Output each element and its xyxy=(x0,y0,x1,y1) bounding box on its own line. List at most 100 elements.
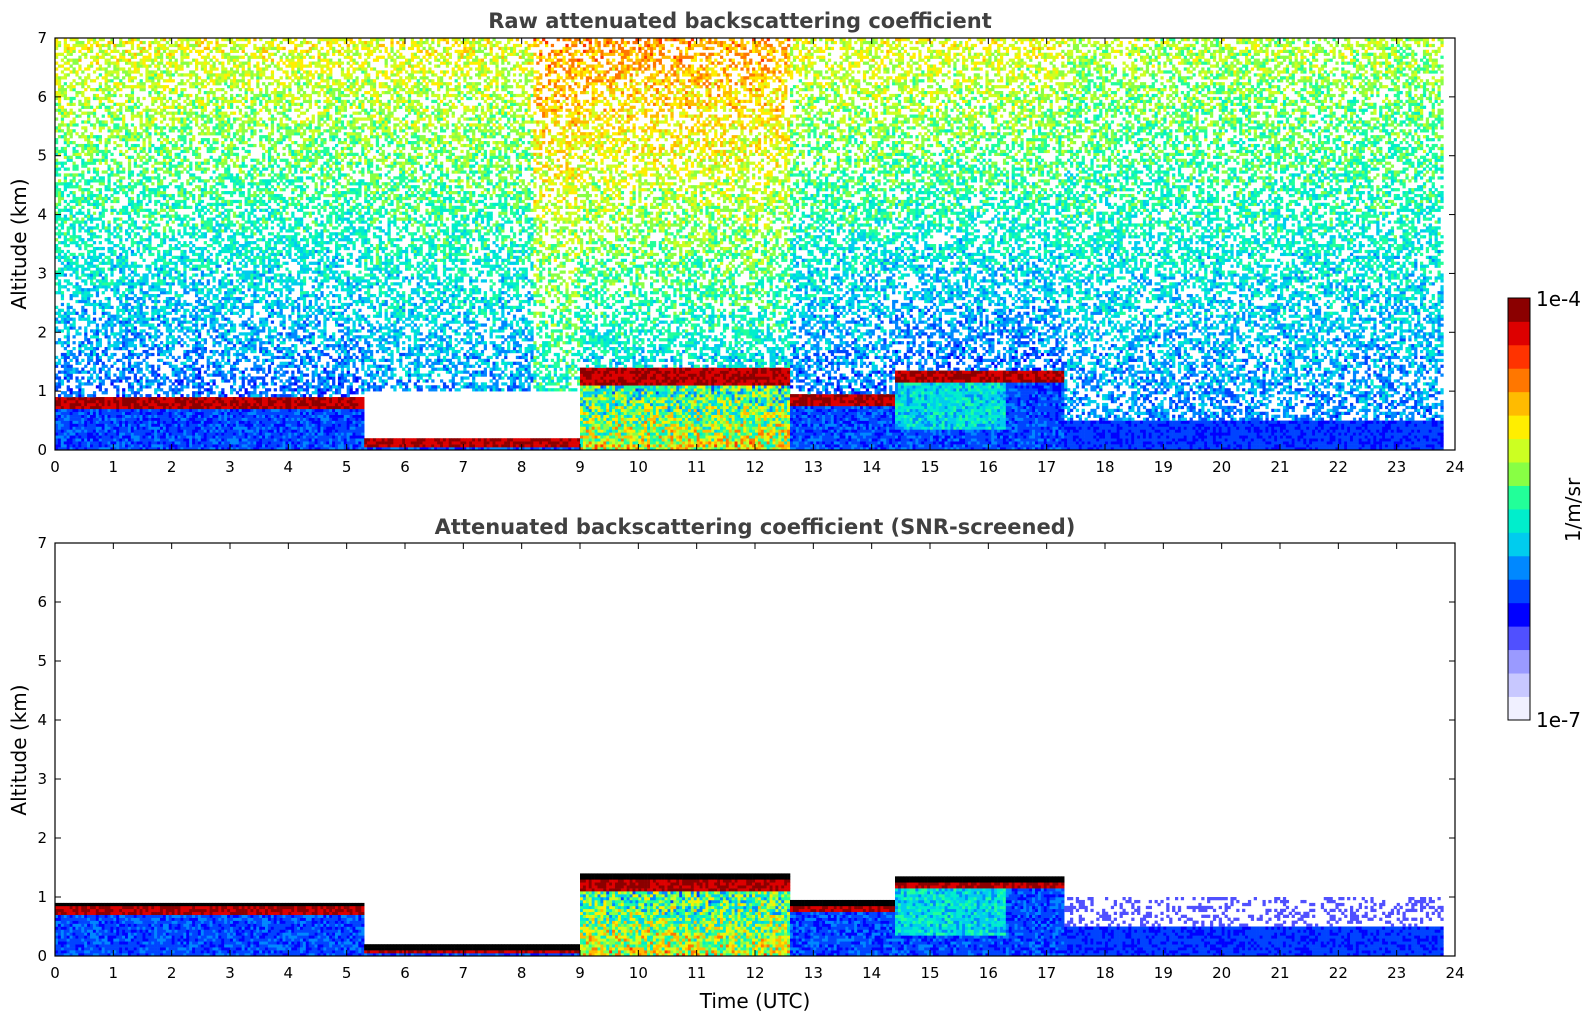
heatmap-cell xyxy=(192,179,196,183)
heatmap-cell xyxy=(221,79,225,83)
heatmap-cell xyxy=(165,447,170,451)
heatmap-cell xyxy=(189,193,193,198)
heatmap-cell xyxy=(154,85,158,89)
heatmap-cell xyxy=(183,420,187,424)
heatmap-cell xyxy=(116,417,120,421)
heatmap-cell xyxy=(66,367,70,371)
heatmap-cell xyxy=(151,364,155,368)
heatmap-cell xyxy=(72,226,76,230)
heatmap-cell xyxy=(180,252,184,257)
heatmap-cell xyxy=(212,373,216,377)
heatmap-cell xyxy=(212,229,216,233)
heatmap-cell xyxy=(192,382,196,386)
heatmap-cell xyxy=(212,108,216,112)
heatmap-cell xyxy=(171,73,175,77)
heatmap-cell xyxy=(145,273,149,277)
heatmap-cell xyxy=(122,120,126,124)
heatmap-cell xyxy=(110,173,114,177)
heatmap-cell xyxy=(63,358,67,363)
heatmap-cell xyxy=(98,432,102,436)
heatmap-cell xyxy=(90,414,94,418)
heatmap-cell xyxy=(122,352,126,357)
heatmap-cell xyxy=(116,314,120,318)
heatmap-cell xyxy=(195,423,199,427)
heatmap-cell xyxy=(98,191,102,195)
heatmap-cell xyxy=(127,155,132,159)
heatmap-cell xyxy=(72,38,76,42)
heatmap-cell xyxy=(116,317,120,321)
heatmap-cell xyxy=(151,335,155,339)
heatmap-cell xyxy=(107,246,111,251)
heatmap-cell xyxy=(142,335,146,339)
heatmap-cell xyxy=(110,158,114,162)
heatmap-cell xyxy=(192,420,196,424)
heatmap-cell xyxy=(104,58,108,62)
heatmap-cell xyxy=(174,88,178,92)
heatmap-cell xyxy=(101,49,105,54)
heatmap-cell xyxy=(168,161,172,165)
heatmap-cell xyxy=(98,423,102,427)
heatmap-cell xyxy=(200,141,205,145)
heatmap-cell xyxy=(186,417,190,421)
heatmap-cell xyxy=(160,332,164,336)
heatmap-cell xyxy=(160,270,164,274)
heatmap-cell xyxy=(98,46,102,51)
heatmap-cell xyxy=(145,176,149,180)
heatmap-cell xyxy=(203,426,207,430)
heatmap-cell xyxy=(168,70,172,74)
heatmap-cell xyxy=(63,258,67,262)
heatmap-cell xyxy=(72,238,76,242)
heatmap-cell xyxy=(119,105,123,109)
heatmap-cell xyxy=(180,405,184,410)
heatmap-cell xyxy=(154,399,158,404)
heatmap-cell xyxy=(162,258,167,262)
heatmap-cell xyxy=(90,282,94,286)
heatmap-cell xyxy=(203,314,207,318)
heatmap-cell xyxy=(224,408,228,413)
heatmap-cell xyxy=(87,352,91,357)
heatmap-cell xyxy=(224,173,228,177)
heatmap-cell xyxy=(203,105,207,109)
heatmap-cell xyxy=(90,43,94,48)
heatmap-cell xyxy=(180,370,184,374)
heatmap-cell xyxy=(162,149,167,154)
heatmap-cell xyxy=(165,349,170,354)
heatmap-cell xyxy=(122,170,126,174)
heatmap-cell xyxy=(183,126,187,130)
heatmap-cell xyxy=(104,185,108,189)
heatmap-cell xyxy=(212,67,216,71)
heatmap-cell xyxy=(125,341,129,345)
heatmap-cell xyxy=(110,135,114,139)
heatmap-cell xyxy=(119,111,123,115)
heatmap-cell xyxy=(113,67,117,71)
heatmap-cell xyxy=(221,379,225,383)
heatmap-cell xyxy=(160,182,164,186)
heatmap-cell xyxy=(75,394,79,398)
heatmap-cell xyxy=(95,402,100,407)
heatmap-cell xyxy=(157,96,161,101)
heatmap-cell xyxy=(63,49,67,54)
heatmap-cell xyxy=(98,211,102,215)
heatmap-cell xyxy=(55,246,59,251)
heatmap-cell xyxy=(177,43,181,48)
heatmap-cell xyxy=(148,382,152,386)
heatmap-cell xyxy=(209,273,213,277)
heatmap-cell xyxy=(66,185,70,189)
heatmap-cell xyxy=(113,399,117,404)
heatmap-cell xyxy=(69,429,73,433)
heatmap-cell xyxy=(130,114,135,118)
heatmap-cell xyxy=(209,420,213,424)
heatmap-cell xyxy=(113,188,117,192)
heatmap-cell xyxy=(75,288,79,292)
heatmap-cell xyxy=(165,291,170,295)
heatmap-cell xyxy=(145,382,149,386)
heatmap-cell xyxy=(174,299,178,304)
heatmap-cell xyxy=(107,167,111,171)
heatmap-cell xyxy=(168,411,172,415)
heatmap-cell xyxy=(104,347,108,351)
heatmap-cell xyxy=(148,352,152,357)
heatmap-cell xyxy=(183,285,187,289)
heatmap-cell xyxy=(212,90,216,95)
heatmap-cell xyxy=(90,399,94,404)
heatmap-cell xyxy=(84,435,88,439)
